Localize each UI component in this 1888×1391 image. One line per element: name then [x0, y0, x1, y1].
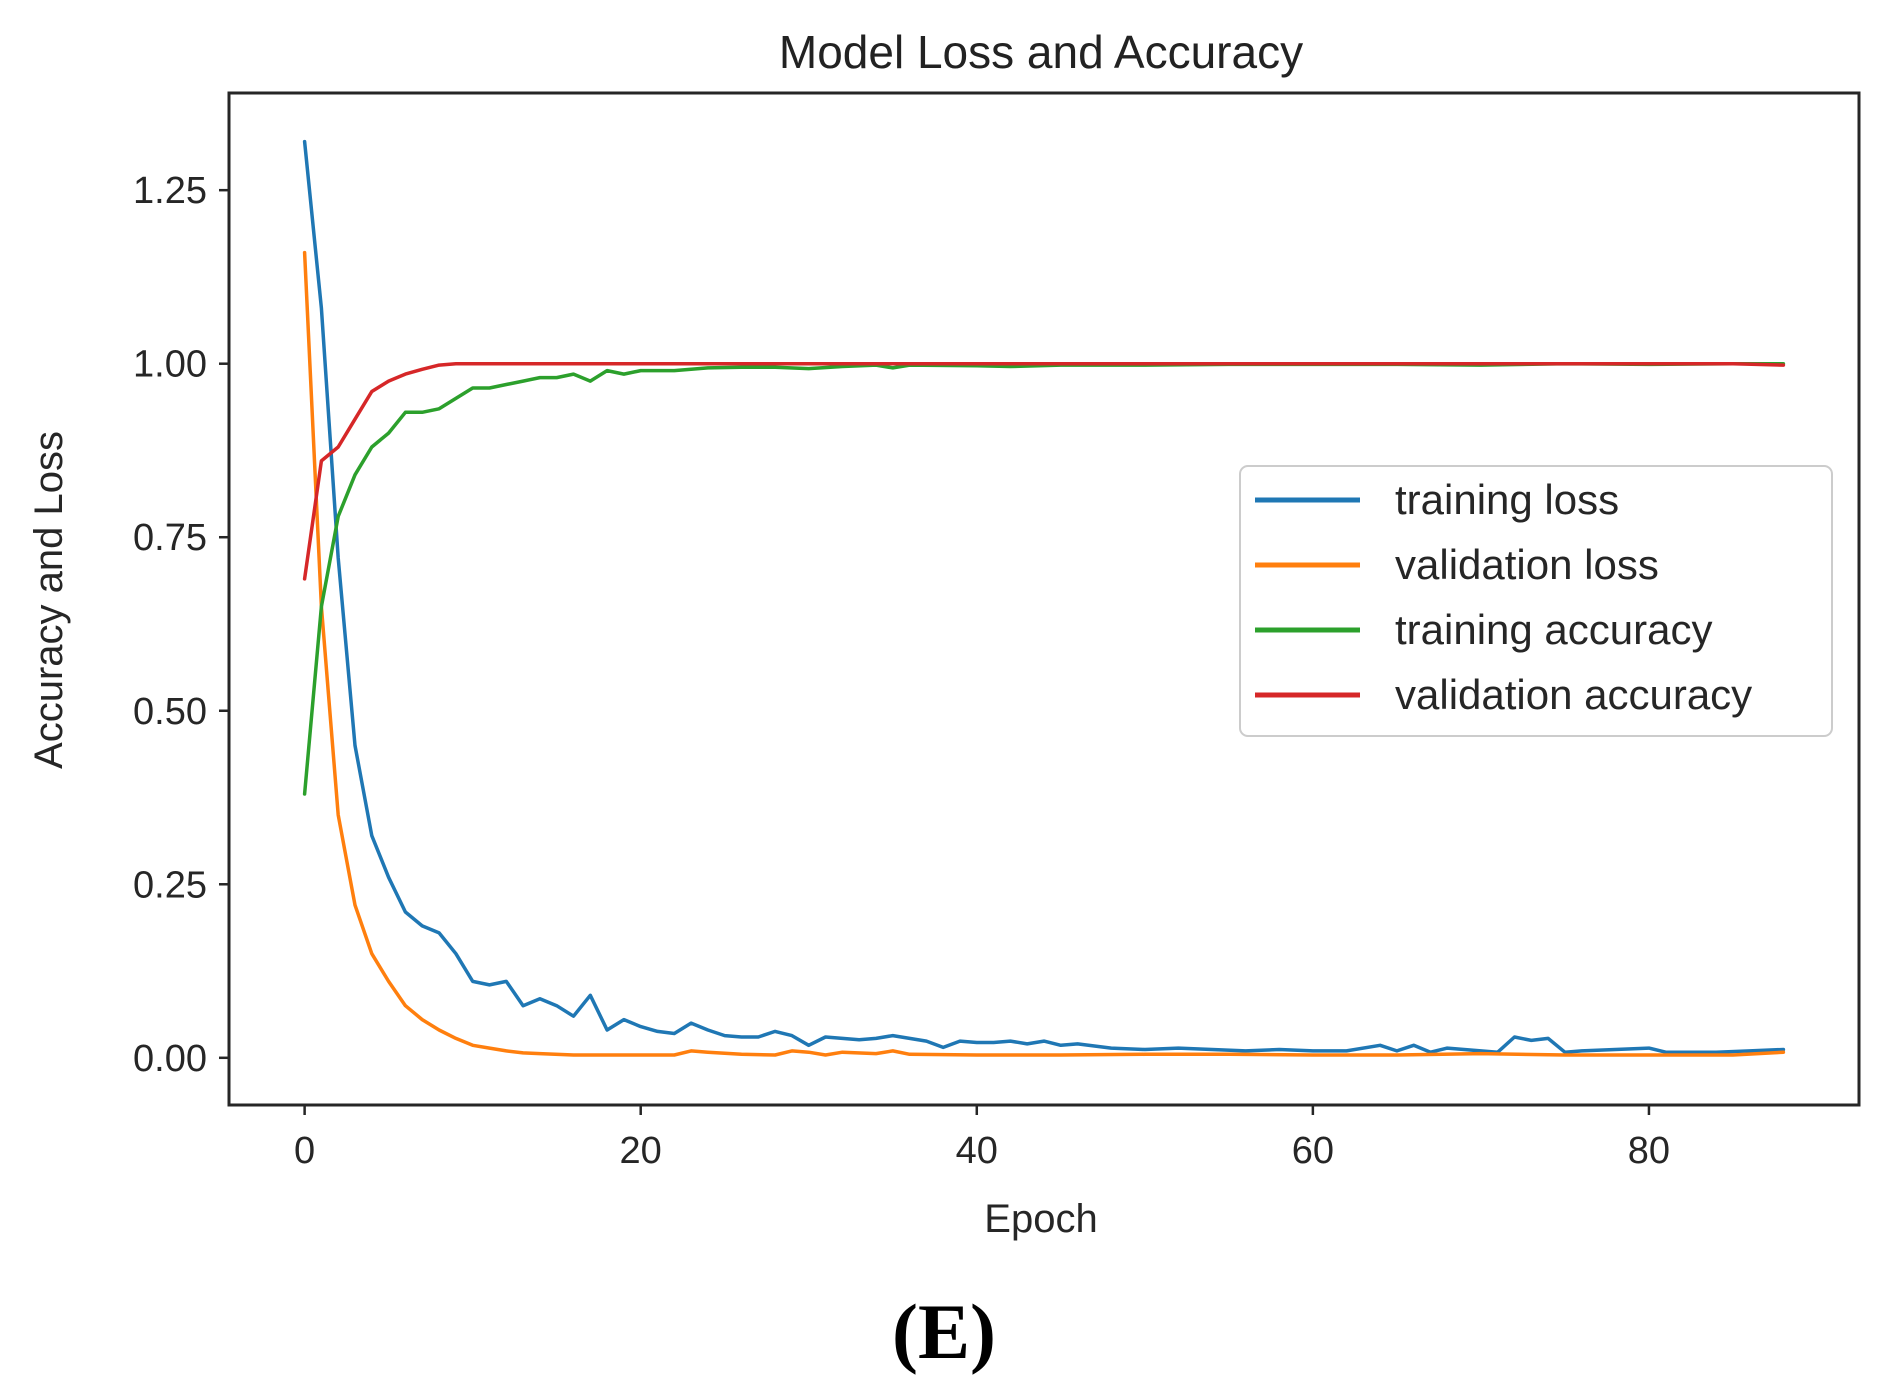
y-tick-label: 0.75	[133, 517, 207, 559]
x-axis-label: Epoch	[984, 1197, 1097, 1241]
y-tick-label: 1.25	[133, 170, 207, 212]
legend-label: training loss	[1395, 476, 1619, 523]
series-line-validation-accuracy	[302, 361, 1786, 581]
x-tick-label: 0	[294, 1130, 315, 1172]
x-tick-label: 60	[1292, 1130, 1334, 1172]
chart-title: Model Loss and Accuracy	[779, 26, 1303, 78]
x-tick-label: 40	[956, 1130, 998, 1172]
legend-label: validation loss	[1395, 541, 1659, 588]
legend-label: training accuracy	[1395, 606, 1712, 653]
legend-label: validation accuracy	[1395, 671, 1752, 718]
y-axis-label: Accuracy and Loss	[27, 431, 71, 769]
x-tick-label: 80	[1628, 1130, 1670, 1172]
series-line-training-loss	[302, 139, 1786, 1054]
legend-frame	[1239, 465, 1833, 737]
plot-frame	[227, 91, 1861, 1107]
y-tick-label: 1.00	[133, 344, 207, 386]
series-line-validation-loss	[302, 250, 1786, 1057]
x-tick-label: 20	[620, 1130, 662, 1172]
legend: training loss validation loss training acc…	[1239, 465, 1833, 737]
series-layer	[302, 139, 1786, 1057]
ticks-layer: 0 20 40 60 80 0.00 0.25 0.50 0.75 1.00 1.25	[133, 170, 1670, 1172]
y-tick-label: 0.50	[133, 691, 207, 733]
figure-caption: (E)	[892, 1288, 996, 1375]
y-tick-label: 0.00	[133, 1038, 207, 1080]
y-tick-label: 0.25	[133, 864, 207, 906]
